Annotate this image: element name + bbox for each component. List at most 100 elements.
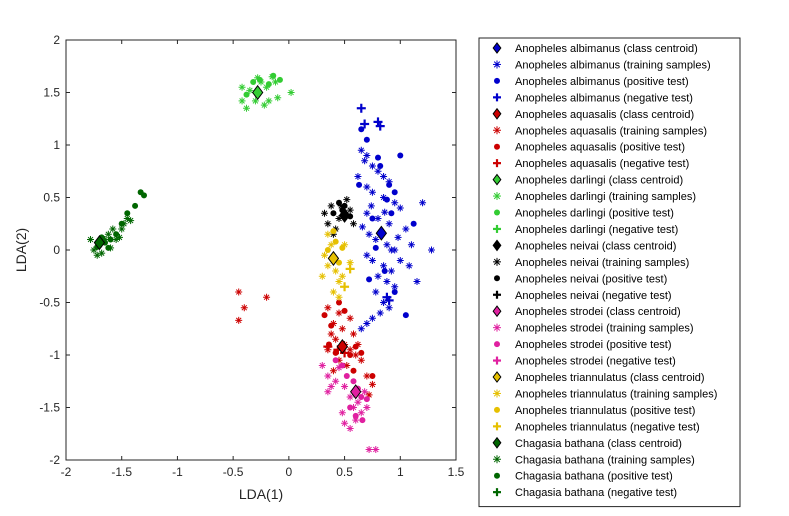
- x-tick-label: 0: [286, 465, 293, 479]
- legend-diamond-icon: [492, 173, 502, 186]
- legend-plus-icon: [493, 422, 501, 431]
- positive-test-point: [270, 72, 277, 79]
- positive-test-point: [328, 322, 335, 329]
- legend-entry-label: Anopheles albimanus (training samples): [515, 59, 711, 71]
- training-sample-point: [405, 262, 413, 270]
- training-sample-point: [265, 97, 273, 105]
- negative-test-point: [375, 121, 385, 131]
- positive-test-point: [402, 312, 409, 319]
- legend-entry-label: Anopheles triannulatus (negative test): [515, 421, 700, 433]
- data-points: [87, 72, 435, 453]
- training-sample-point: [391, 199, 399, 207]
- training-sample-point: [335, 309, 343, 317]
- positive-test-point: [350, 378, 357, 385]
- y-tick-label: 1: [53, 138, 60, 152]
- legend-asterisk-icon: [493, 455, 501, 464]
- legend-entry-label: Chagasia bathana (training samples): [515, 454, 695, 466]
- legend-entry-label: Anopheles darlingi (positive test): [515, 208, 674, 220]
- training-sample-point: [321, 251, 329, 259]
- positive-test-point: [265, 81, 272, 88]
- training-sample-point: [115, 233, 123, 241]
- training-sample-point: [387, 267, 395, 275]
- positive-test-point: [388, 210, 395, 217]
- training-sample-point: [372, 446, 380, 453]
- training-sample-point: [240, 304, 248, 312]
- legend-entry-label: Anopheles strodei (class centroid): [515, 306, 681, 318]
- training-sample-point: [338, 325, 346, 333]
- legend-plus-icon: [493, 290, 501, 299]
- positive-test-point: [352, 412, 359, 419]
- training-sample-point: [343, 196, 351, 204]
- training-sample-point: [243, 104, 251, 112]
- legend-diamond-icon: [492, 107, 502, 120]
- legend-circle-icon: [494, 472, 500, 479]
- training-sample-point: [329, 288, 337, 296]
- positive-test-point: [363, 396, 370, 403]
- positive-test-point: [347, 404, 354, 411]
- positive-test-point: [321, 312, 328, 319]
- training-sample-point: [318, 272, 326, 280]
- y-tick-label: 0: [53, 243, 60, 257]
- training-sample-point: [372, 288, 380, 296]
- positive-test-point: [141, 192, 147, 199]
- training-sample-point: [324, 230, 332, 238]
- training-sample-point: [327, 241, 335, 249]
- positive-test-point: [391, 189, 398, 196]
- legend-entry-label: Anopheles aquasalis (training samples): [515, 125, 707, 137]
- training-sample-point: [346, 314, 354, 322]
- training-sample-point: [338, 272, 346, 280]
- training-sample-point: [349, 220, 357, 228]
- training-sample-point: [324, 372, 332, 380]
- positive-test-point: [332, 357, 339, 364]
- training-sample-point: [349, 330, 357, 338]
- positive-test-point: [107, 236, 114, 243]
- legend-circle-icon: [494, 143, 500, 150]
- positive-test-point: [124, 210, 131, 217]
- legend-asterisk-icon: [493, 60, 501, 69]
- training-sample-point: [324, 304, 332, 312]
- legend: Anopheles albimanus (class centroid) Anop…: [478, 37, 741, 508]
- class-centroid-point: [251, 84, 264, 101]
- training-sample-point: [93, 251, 101, 259]
- legend-circle-icon: [494, 275, 500, 282]
- training-sample-point: [402, 225, 410, 233]
- legend-circle-icon: [494, 77, 500, 84]
- training-sample-point: [127, 217, 135, 225]
- legend-entry-label: Anopheles neivai (positive test): [515, 273, 667, 285]
- legend-entry-label: Chagasia bathana (positive test): [515, 471, 673, 483]
- training-sample-point: [341, 419, 349, 427]
- training-sample-point: [363, 209, 371, 217]
- legend-entry-label: Anopheles darlingi (negative test): [515, 224, 678, 236]
- positive-test-point: [381, 268, 388, 274]
- training-sample-point: [365, 446, 373, 453]
- training-sample-point: [260, 101, 268, 109]
- training-sample-point: [367, 202, 375, 210]
- positive-test-point: [369, 215, 376, 222]
- x-tick-label: -0.5: [223, 465, 244, 479]
- training-sample-point: [324, 262, 332, 270]
- training-sample-point: [385, 220, 393, 228]
- training-sample-point: [357, 409, 365, 417]
- training-sample-point: [332, 267, 340, 275]
- positive-test-point: [350, 367, 357, 374]
- positive-test-point: [363, 136, 370, 143]
- training-sample-point: [332, 377, 340, 385]
- class-centroid-point: [327, 250, 340, 266]
- positive-test-point: [397, 152, 404, 159]
- training-sample-point: [346, 393, 354, 401]
- training-sample-point: [374, 272, 382, 280]
- legend-entry-label: Anopheles aquasalis (class centroid): [515, 109, 694, 121]
- legend-circle-icon: [494, 406, 500, 413]
- x-axis-label: LDA(1): [239, 486, 283, 502]
- positive-test-point: [352, 343, 359, 350]
- legend-entry-label: Anopheles triannulatus (training samples…: [515, 388, 717, 400]
- training-sample-point: [381, 208, 389, 216]
- training-sample-point: [324, 388, 332, 396]
- training-sample-point: [332, 335, 340, 343]
- training-sample-point: [368, 188, 376, 196]
- legend-entry-label: Anopheles neivai (class centroid): [515, 240, 676, 252]
- legend-entry-label: Anopheles strodei (positive test): [515, 339, 672, 351]
- positive-test-point: [332, 238, 339, 245]
- legend-asterisk-icon: [493, 389, 501, 398]
- positive-test-point: [391, 289, 398, 295]
